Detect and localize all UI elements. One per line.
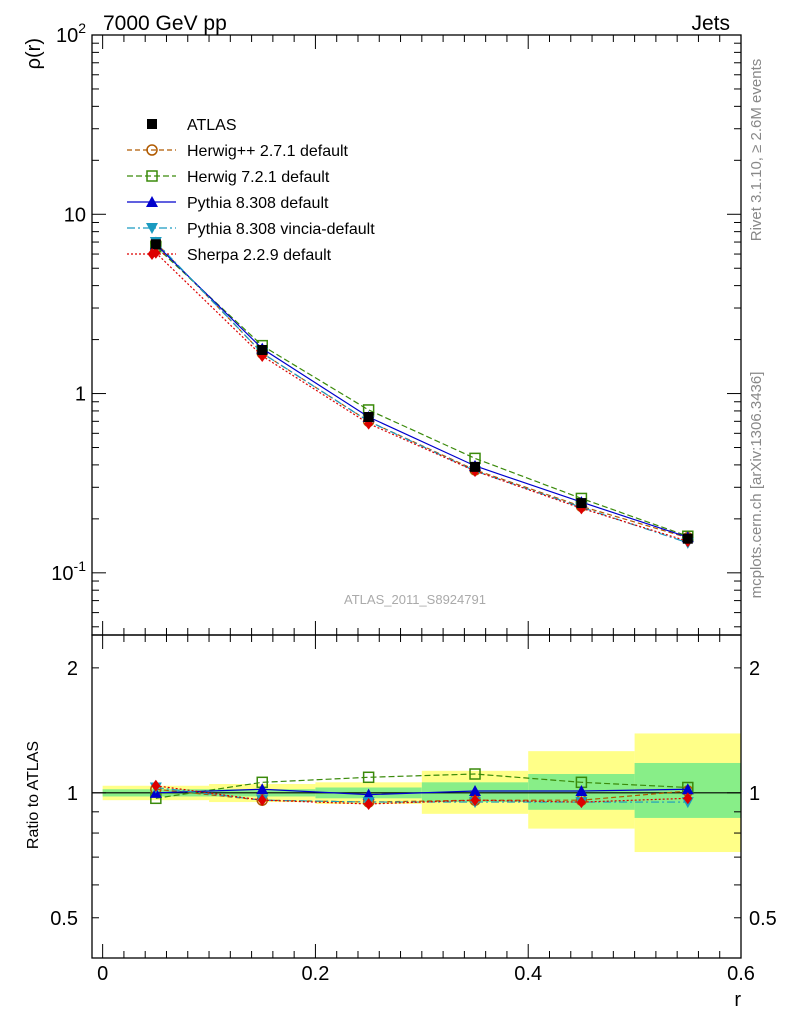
series-line-main-2 <box>155 246 689 537</box>
data-point-ratio-2-2 <box>362 788 375 800</box>
legend-marker-2 <box>146 170 158 182</box>
data-point-main-0-4 <box>576 498 587 509</box>
analysis-label: ATLAS_2011_S8924791 <box>344 592 486 607</box>
main-ytick-label-0: 102 <box>56 20 86 47</box>
main-ylabel: ρ(r) <box>23 38 45 69</box>
ratio-ytick-label-right-1: 1 <box>749 783 760 805</box>
ratio-xtick-label-1: 0.2 <box>302 963 330 985</box>
legend-marker-3 <box>146 196 158 207</box>
legend-marker-0 <box>147 119 157 129</box>
legend: ATLAS Herwig++ 2.7.1 default Herwig 7.2.1 … <box>127 117 375 264</box>
data-point-main-0-2 <box>363 411 374 422</box>
legend-label-1: Herwig++ 2.7.1 default <box>187 143 349 160</box>
ratio-ytick-label-left-0: 0.5 <box>50 908 78 930</box>
ratio-xtick-label-0: 0 <box>97 963 108 985</box>
series-line-main-3 <box>155 243 688 538</box>
ratio-axes-frame <box>91 634 742 959</box>
series-line-main-5 <box>155 252 688 542</box>
main-ytick-label-3: 10-1 <box>51 558 86 585</box>
series-line-ratio-3 <box>155 786 688 803</box>
ratio-xtick-label-2: 0.4 <box>514 963 542 985</box>
data-point-ratio-1-2 <box>362 771 375 784</box>
data-point-ratio-4-0 <box>151 779 161 792</box>
data-point-ratio-4-4 <box>576 796 586 809</box>
legend-label-3: Pythia 8.308 default <box>187 195 329 212</box>
series-line-ratio-4 <box>155 785 688 805</box>
data-point-main-0-1 <box>257 344 268 355</box>
data-point-ratio-2-3 <box>469 785 482 797</box>
legend-label-5: Sherpa 2.2.9 default <box>187 247 332 264</box>
data-point-main-0-0 <box>150 239 161 250</box>
header-right: Jets <box>691 12 730 35</box>
legend-marker-1 <box>146 144 158 156</box>
ratio-ytick-label-left-1: 1 <box>67 783 78 805</box>
data-point-ratio-2-1 <box>256 783 269 795</box>
series-line-ratio-2 <box>155 788 688 796</box>
ratio-ytick-label-left-2: 2 <box>67 658 78 680</box>
data-point-ratio-1-3 <box>469 768 481 780</box>
data-point-main-0-5 <box>682 533 693 544</box>
data-point-main-0-3 <box>470 461 481 472</box>
legend-label-4: Pythia 8.308 vincia-default <box>187 221 375 238</box>
series-line-ratio-1 <box>155 773 688 799</box>
data-point-ratio-4-5 <box>683 792 693 805</box>
data-point-ratio-4-2 <box>364 797 374 810</box>
generator-label: Rivet 3.1.10, ≥ 2.6M events <box>748 59 765 242</box>
data-point-ratio-2-4 <box>575 785 588 797</box>
data-point-ratio-4-1 <box>257 794 267 807</box>
ratio-ytick-label-right-2: 2 <box>749 658 760 680</box>
legend-marker-4 <box>146 223 158 234</box>
data-point-ratio-2-5 <box>681 783 694 795</box>
site-label: mcplots.cern.ch [arXiv:1306.3436] <box>748 372 765 599</box>
series-line-main-4 <box>155 241 688 544</box>
ratio-ylabel: Ratio to ATLAS <box>25 741 42 849</box>
series-line-main-1 <box>155 242 688 539</box>
ratio-xtick-label-3: 0.6 <box>727 963 755 985</box>
legend-label-0: ATLAS <box>187 117 237 134</box>
ratio-xlabel: r <box>734 989 741 1011</box>
main-ytick-label-1: 10 <box>64 204 86 226</box>
data-point-ratio-4-3 <box>470 794 480 807</box>
header-left: 7000 GeV pp <box>103 12 227 35</box>
main-panel: 102 10 1 10-1 <box>51 20 742 636</box>
ratio-panel: 0.5 0.5 1 1 2 2 0 0.2 0.4 0.6 <box>50 634 777 985</box>
main-ytick-label-2: 1 <box>75 384 86 406</box>
ratio-ytick-label-right-0: 0.5 <box>749 908 777 930</box>
legend-marker-5 <box>147 248 157 260</box>
legend-label-2: Herwig 7.2.1 default <box>187 169 330 186</box>
